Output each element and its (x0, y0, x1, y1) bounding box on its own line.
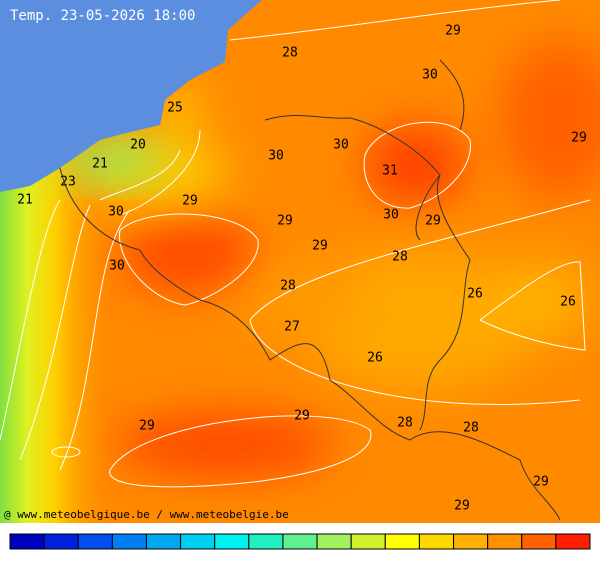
temperature-label: 28 (282, 46, 298, 61)
temperature-label: 23 (60, 175, 76, 190)
scale-swatch (555, 533, 591, 550)
temperature-label: 30 (383, 208, 399, 223)
temperature-label: 29 (454, 499, 470, 514)
scale-swatch (214, 533, 250, 550)
temperature-label: 29 (533, 475, 549, 490)
scale-swatch (521, 533, 557, 550)
temperature-label: 30 (268, 149, 284, 164)
temperature-label: 29 (425, 214, 441, 229)
temperature-label: 28 (392, 250, 408, 265)
temperature-label: 26 (367, 351, 383, 366)
temperature-labels: 28 29 30 29 25 20 21 23 21 30 30 31 30 29 29 30 29 29 28 30… (17, 24, 587, 514)
temperature-label: 30 (333, 138, 349, 153)
scale-swatch (282, 533, 318, 550)
temperature-label: 29 (445, 24, 461, 39)
temperature-label: 27 (284, 320, 300, 335)
temperature-label: 21 (92, 157, 108, 172)
temperature-label: 30 (422, 68, 438, 83)
color-scale (9, 533, 591, 550)
temperature-label: 26 (560, 295, 576, 310)
temperature-label: 26 (467, 287, 483, 302)
temperature-label: 29 (294, 409, 310, 424)
temperature-label: 29 (277, 214, 293, 229)
scale-swatch (350, 533, 386, 550)
sea (0, 0, 262, 192)
credit: @ www.meteobelgique.be / www.meteobelgie… (4, 508, 289, 521)
temperature-label: 29 (139, 419, 155, 434)
scale-swatch (487, 533, 523, 550)
temperature-label: 28 (280, 279, 296, 294)
scale-swatch (145, 533, 182, 550)
scale-swatch (418, 533, 455, 550)
scale-swatch (77, 533, 113, 550)
scale-swatch (453, 533, 489, 550)
temperature-label: 20 (130, 138, 146, 153)
isotherms (0, 0, 591, 488)
map: Temp. 23-05-2026 18:00 @ www.meteobelgiq… (0, 0, 600, 523)
scale-swatch (384, 533, 420, 550)
temperature-label: 28 (463, 421, 479, 436)
temperature-label: 21 (17, 193, 33, 208)
scale-swatch (248, 533, 284, 550)
temperature-field (70, 40, 600, 477)
scale-swatch (9, 533, 45, 550)
temperature-label: 30 (108, 205, 124, 220)
temperature-label: 29 (571, 131, 587, 146)
scale-swatch (316, 533, 352, 550)
map-title: Temp. 23-05-2026 18:00 (10, 8, 195, 24)
temperature-label: 25 (167, 101, 183, 116)
temperature-label: 31 (382, 164, 398, 179)
scale-swatch (43, 533, 79, 550)
scale-swatch (111, 533, 147, 550)
scale-swatch (180, 533, 216, 550)
borders (59, 59, 561, 521)
temperature-label: 30 (109, 259, 125, 274)
temperature-label: 29 (312, 239, 328, 254)
temperature-label: 29 (182, 194, 198, 209)
temperature-label: 28 (397, 416, 413, 431)
